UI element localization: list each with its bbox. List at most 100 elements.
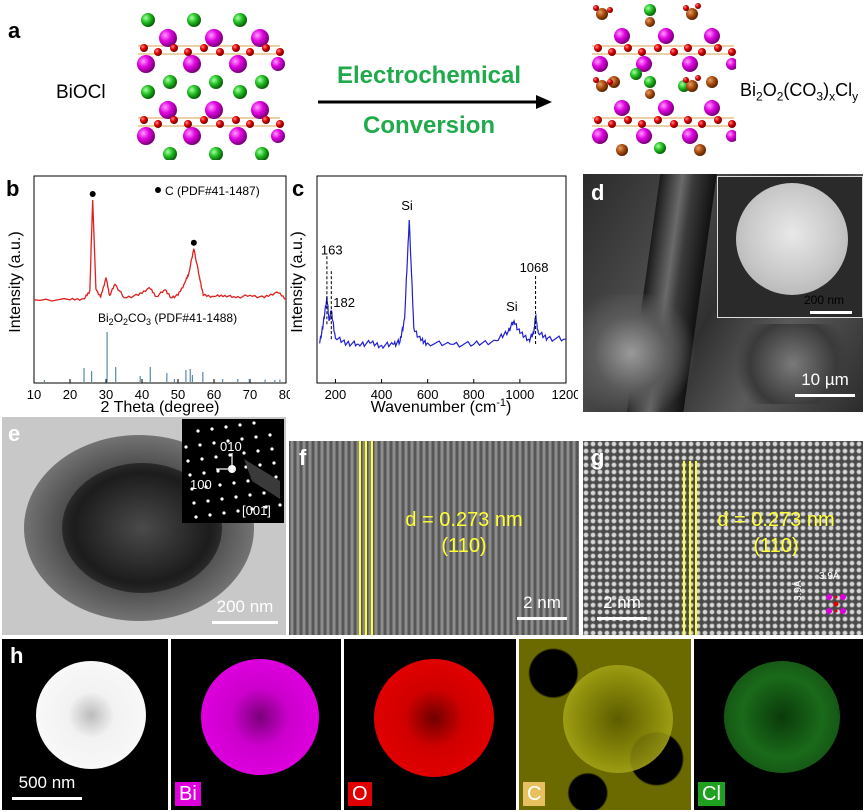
saed-zone: [001] [242, 503, 271, 518]
sem-inset: 200 nm [717, 176, 863, 318]
raman-annotation: 182 [333, 295, 355, 310]
saed-spot [262, 491, 266, 495]
panel-a-label: a [8, 18, 21, 43]
xrd-xtick-label: 20 [63, 387, 77, 402]
panel-e-label: e [8, 421, 21, 446]
xrd-xtick-label: 10 [27, 387, 41, 402]
g-fringe-line-3 [695, 461, 697, 635]
filtered-scalebar [597, 617, 647, 620]
map-bi-particle [201, 659, 319, 775]
map-c-label: C [523, 782, 546, 806]
haadf-particle [36, 661, 146, 769]
saed-spot [216, 469, 220, 473]
saed-spot [270, 447, 274, 451]
fringe-line-2 [365, 441, 367, 635]
carbon-marker [89, 191, 96, 197]
xrd-line [33, 199, 287, 302]
saed-spot [236, 509, 240, 513]
tem-image: e 010 100 [001] 200 nm [2, 417, 286, 635]
hrtem-scalebar [517, 617, 567, 620]
g-fringe-line-2 [689, 461, 691, 635]
haadf-scale: 500 nm [12, 773, 82, 800]
raman-annotation: 1068 [520, 260, 549, 275]
saed-spot [196, 429, 200, 433]
map-bi: Bi [171, 639, 341, 810]
saed-spot [208, 513, 212, 517]
panel-f-label: f [299, 445, 307, 470]
saed-spot [204, 485, 208, 489]
map-cl-label: Cl [698, 782, 725, 806]
raman-xtick-label: 200 [325, 387, 347, 402]
saed-pattern [184, 421, 282, 519]
xrd-ylabel: Intensity (a.u.) [7, 231, 24, 332]
legend-dot [155, 187, 161, 193]
sem-scalebar [795, 394, 855, 397]
panel-g-label: g [591, 445, 605, 470]
sem-scale: 10 µm [795, 370, 855, 397]
panel-c-label: c [292, 176, 305, 201]
map-o: O [344, 639, 516, 810]
haadf-scalebar [12, 797, 82, 800]
saed-spot [242, 451, 246, 455]
haadf-image: h 500 nm [2, 639, 168, 810]
saed-spot [248, 493, 252, 497]
xrd-xtick-label: 80 [279, 387, 290, 402]
xrd-xtick-label: 60 [207, 387, 221, 402]
saed-spot [202, 471, 206, 475]
xrd-xlabel: 2 Theta (degree) [101, 399, 220, 416]
raman-xtick-label: 1200 [552, 387, 578, 402]
raman-annotation: Si [401, 198, 413, 213]
saed-spot [220, 497, 224, 501]
sem-inset-scale: 200 nm [804, 293, 845, 307]
raman-frame [316, 175, 567, 384]
biocl-label: BiOCl [56, 82, 106, 103]
saed-spot [256, 449, 260, 453]
raman-xtick-label: 400 [371, 387, 393, 402]
saed-spot [234, 495, 238, 499]
xrd-legend: C (PDF#41-1487) [165, 184, 260, 198]
raman-ylabel: Intensity (a.u.) [289, 231, 306, 332]
xrd-chart: Intensity (a.u.) 2 Theta (degree) C (PDF… [7, 175, 290, 416]
raman-annotation: Si [506, 299, 518, 314]
xrd-ref-label: Bi2O2CO3 (PDF#41-1488) [98, 311, 237, 327]
saed-spot [278, 503, 282, 507]
xrd-xtick-label: 50 [171, 387, 185, 402]
hrtem-image: f d = 0.273 nm (110) 2 nm [289, 441, 579, 635]
hrtem-d-spacing: d = 0.273 nm [405, 509, 523, 531]
filtered-plane: (110) [753, 535, 799, 557]
map-o-particle [374, 659, 494, 777]
saed-spot [186, 459, 190, 463]
map-cl-particle [724, 661, 840, 773]
saed-spot [210, 427, 214, 431]
saed-spot [258, 463, 262, 467]
saed-010: 010 [220, 439, 242, 454]
sem-debris [583, 294, 703, 412]
xrd-xtick-label: 70 [243, 387, 257, 402]
saed-spot [274, 475, 278, 479]
xrd-xtick-label: 40 [135, 387, 149, 402]
raman-xtick-label: 800 [463, 387, 485, 402]
saed-spot [252, 421, 256, 425]
raman-annotation: 163 [321, 242, 343, 257]
carbon-marker [190, 239, 197, 246]
saed-spot [184, 445, 188, 449]
filtered-d-spacing: d = 0.273 nm [717, 509, 835, 531]
xrd-frame [33, 175, 287, 384]
saed-spot [200, 457, 204, 461]
saed-spot [240, 437, 244, 441]
beam-stopper [244, 459, 280, 499]
hrtem-scale: 2 nm [517, 593, 567, 620]
raman-chart: Intensity (a.u.) Wavenumber (cm-1) 200 40… [289, 175, 578, 416]
saed-spot [264, 505, 268, 509]
sem-inset-scalebar [810, 311, 852, 314]
saed-spot [214, 455, 218, 459]
saed-spot [232, 481, 236, 485]
saed-spot [190, 487, 194, 491]
panel-d-label: d [591, 180, 605, 205]
saed-spot [212, 441, 216, 445]
tem-scale: 200 nm [212, 597, 278, 624]
conversion-arrow [318, 95, 552, 109]
panel-h-label: h [10, 643, 24, 668]
biocl-structure [136, 13, 286, 160]
saed-spot [198, 443, 202, 447]
